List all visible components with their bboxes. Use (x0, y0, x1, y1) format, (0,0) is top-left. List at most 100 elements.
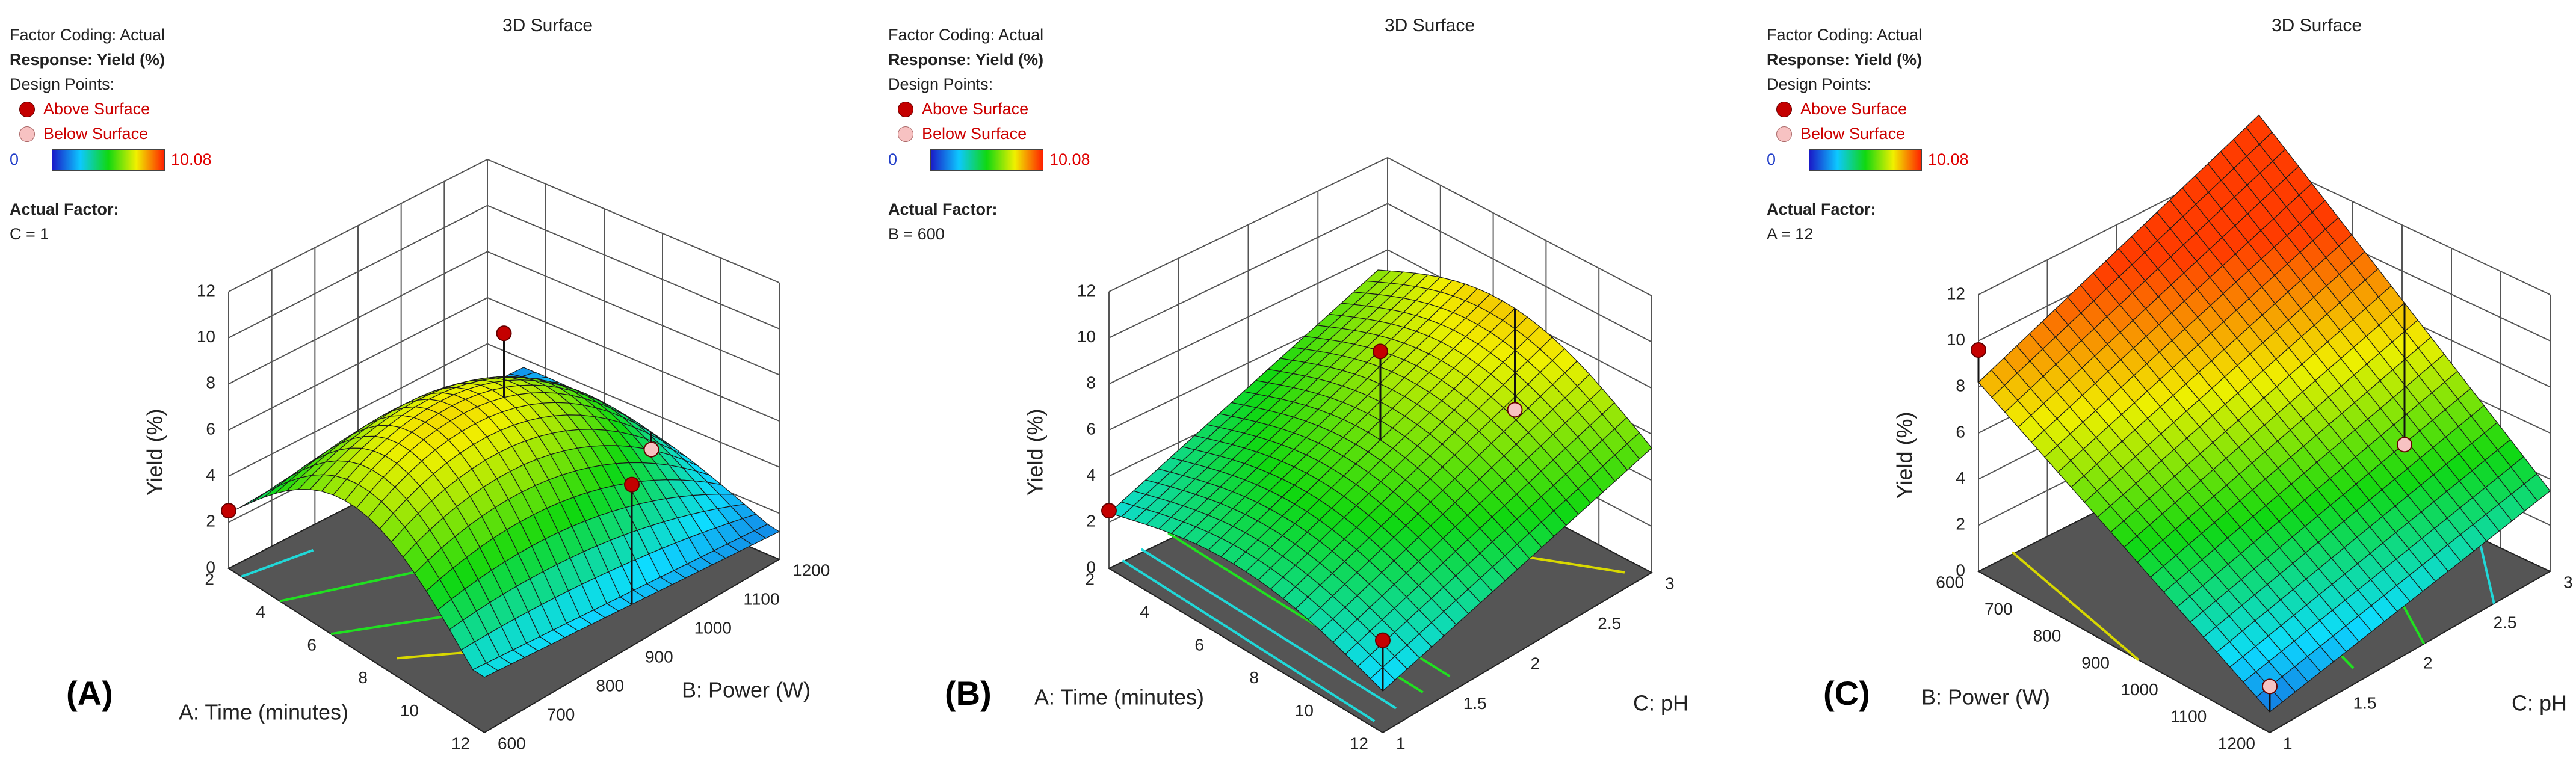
chart-title: 3D Surface (1385, 16, 1475, 35)
y-tick-label: 700 (547, 705, 575, 724)
legend-below: Below Surface (1767, 121, 1969, 146)
x-tick-label: 8 (1249, 668, 1259, 687)
factor-coding-label: Factor Coding: Actual (10, 26, 165, 44)
x-tick-label: 12 (451, 734, 470, 752)
response-label: Response: Yield (%) (1767, 51, 1923, 69)
z-tick-label: 10 (1077, 327, 1096, 346)
response-surface (1978, 114, 2551, 713)
x-tick-label: 6 (1194, 636, 1204, 654)
design-point-below (1507, 402, 1523, 418)
z-tick-label: 2 (206, 512, 215, 530)
z-tick-label: 2 (1956, 515, 1965, 533)
contour-line (2011, 551, 2140, 661)
design-point-above (1101, 503, 1117, 519)
design-point-above (1373, 343, 1388, 360)
design-points (221, 325, 659, 604)
actual-factor-value: B = 600 (888, 225, 945, 243)
response-surface (1108, 269, 1652, 692)
x-tick-label: 800 (2033, 627, 2062, 645)
info-block-c: Factor Coding: Actual Response: Yield (%… (1767, 23, 1969, 247)
color-scale: 0 10.08 (888, 147, 1090, 172)
y-tick-label: 2.5 (2494, 613, 2517, 631)
x-tick-label: 10 (400, 701, 419, 720)
wall-gridline (228, 204, 780, 339)
design-points-label: Design Points: (1767, 75, 1872, 93)
z-tick-label: 0 (1956, 561, 1965, 579)
actual-factor-label: Actual Factor: (10, 200, 119, 218)
y-tick-label: 1000 (694, 618, 732, 637)
design-points (1101, 308, 1523, 691)
color-scale-bar (52, 149, 165, 171)
response-surface (228, 367, 780, 678)
surface-facet (472, 662, 499, 678)
y-tick-label: 1 (2283, 734, 2293, 752)
chart-title: 3D Surface (2272, 16, 2362, 35)
legend-below: Below Surface (888, 121, 1090, 146)
contour-line (241, 548, 314, 578)
z-tick-label: 0 (1086, 558, 1096, 576)
x-tick-label: 4 (1140, 603, 1149, 621)
design-points-label: Design Points: (10, 75, 115, 93)
y-axis-title: C: pH (1633, 691, 1688, 716)
y-tick-label: 2 (1531, 654, 1540, 672)
z-axis-title: Yield (%) (1023, 408, 1048, 496)
panel-tag-c: (C) (1823, 674, 1870, 712)
actual-factor-label: Actual Factor: (1767, 200, 1876, 218)
response-label: Response: Yield (%) (10, 51, 165, 69)
design-point-above (1375, 632, 1391, 648)
y-tick-label: 2.5 (1598, 614, 1621, 633)
actual-factor-label: Actual Factor: (888, 200, 998, 218)
contour-line (1140, 548, 1397, 710)
factor-coding-label: Factor Coding: Actual (888, 26, 1044, 44)
x-tick-label: 10 (1295, 701, 1314, 720)
x-tick-label: 900 (2081, 653, 2110, 672)
z-tick-label: 12 (1077, 281, 1096, 300)
design-points-label: Design Points: (888, 75, 993, 93)
above-surface-icon (19, 101, 35, 117)
z-tick-label: 4 (1956, 469, 1965, 487)
z-tick-label: 10 (197, 327, 215, 346)
legend-above: Above Surface (1767, 97, 1969, 121)
design-point-below (2397, 437, 2412, 453)
panel-c: 3D Surface 0 2 4 6 8 10 12 Yield (%) 600 700 800 900… (1757, 0, 2576, 762)
above-surface-icon (1776, 101, 1792, 117)
design-point-below (2262, 678, 2278, 695)
z-tick-label: 8 (206, 373, 215, 392)
contour-line (1122, 559, 1376, 722)
y-tick-label: 1.5 (2353, 693, 2377, 712)
info-block-a: Factor Coding: Actual Response: Yield (%… (10, 23, 212, 247)
design-point-above (624, 476, 640, 493)
design-point-below (643, 441, 659, 458)
y-tick-label: 900 (645, 647, 673, 666)
info-block-b: Factor Coding: Actual Response: Yield (%… (888, 23, 1090, 247)
z-tick-label: 0 (206, 558, 215, 576)
y-tick-label: 1200 (792, 561, 830, 579)
x-tick-label: 2 (1085, 570, 1095, 588)
x-tick-label: 4 (256, 603, 265, 621)
x-tick-label: 12 (1350, 734, 1368, 752)
below-surface-icon (898, 126, 913, 142)
actual-factor-value: A = 12 (1767, 225, 1814, 243)
color-scale: 0 10.08 (1767, 147, 1969, 172)
z-tick-label: 8 (1956, 376, 1965, 395)
z-tick-label: 2 (1086, 512, 1096, 530)
actual-factor-value: C = 1 (10, 225, 49, 243)
response-label: Response: Yield (%) (888, 51, 1044, 69)
z-tick-label: 6 (206, 419, 215, 438)
x-tick-label: 8 (358, 668, 368, 687)
panel-a: 3D Surface 0 2 4 6 8 10 12 Yield (%) 2 4 6 8 10 12 600 7… (0, 0, 859, 762)
z-tick-label: 12 (197, 281, 215, 300)
y-axis-title: B: Power (W) (682, 678, 811, 702)
x-tick-label: 1000 (2120, 680, 2158, 699)
x-tick-label: 6 (307, 636, 317, 654)
x-axis-title: A: Time (minutes) (1034, 685, 1204, 710)
panel-tag-a: (A) (66, 674, 113, 712)
y-tick-label: 1 (1396, 734, 1406, 752)
z-tick-label: 10 (1947, 330, 1965, 349)
wall-grid (228, 158, 780, 569)
legend-above: Above Surface (10, 97, 212, 121)
z-tick-label: 8 (1086, 373, 1096, 392)
